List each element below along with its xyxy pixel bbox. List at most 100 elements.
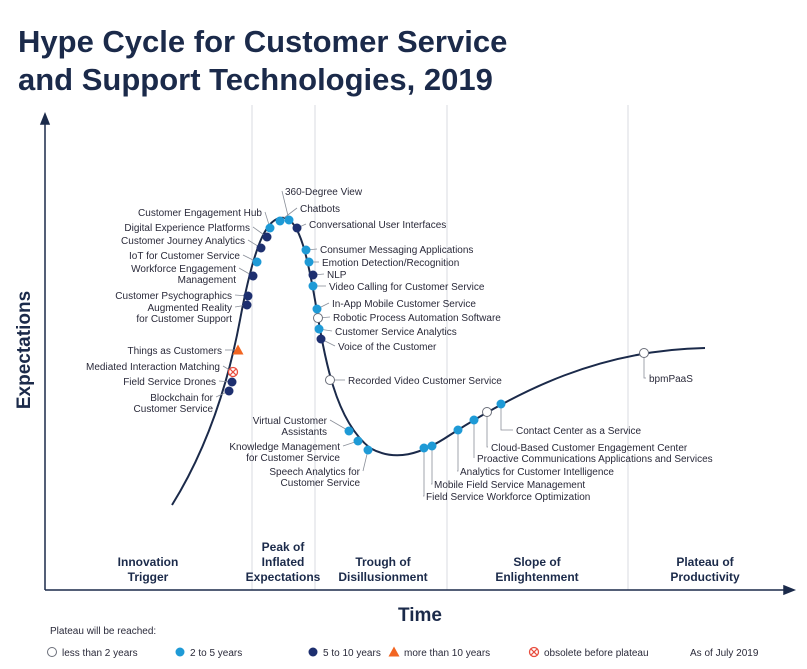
technology-label: Customer Journey Analytics [121,236,245,247]
marker-under-2 [482,407,492,417]
technology-label: Robotic Process Automation Software [333,313,501,324]
technology-label: Things as Customers [128,346,222,357]
technology-label: Field Service Drones [123,377,216,388]
technology-label: Augmented Reality [148,303,233,314]
marker-under-2 [325,375,335,385]
marker-2-to-5 [469,415,479,425]
phase-label: Innovation [118,555,179,569]
marker-2-to-5 [275,216,285,226]
phase-label: Expectations [246,570,321,584]
leader-line [423,448,425,497]
technology-label: for Customer Service [246,453,340,464]
phase-dividers [251,105,629,590]
technology-label: for Customer Support [136,314,232,325]
technology-label: Recorded Video Customer Service [348,376,502,387]
leader-line [500,404,513,431]
technology-label: Customer Service [134,404,214,415]
marker-5-to-10 [316,334,326,344]
technology-label: NLP [327,270,347,281]
marker-under-2 [639,348,649,358]
technology-label: Management [178,275,237,286]
phase-label: Inflated [262,555,305,569]
marker-5-to-10 [308,270,318,280]
marker-5-to-10 [224,386,234,396]
technology-label: Contact Center as a Service [516,426,641,437]
title-line: Hype Cycle for Customer Service [18,24,507,59]
marker-5-to-10 [292,223,302,233]
phase-label: Productivity [670,570,740,584]
marker-2-to-5 [344,426,354,436]
technology-label: Proactive Communications Applications an… [477,454,713,465]
marker-2-to-5 [427,441,437,451]
technology-label: Speech Analytics for [269,467,360,478]
marker-2-to-5 [308,281,318,291]
technology-label: Assistants [281,427,327,438]
technology-label: Mediated Interaction Matching [86,362,220,373]
marker-2-to-5 [314,324,324,334]
marker-2-to-5 [363,445,373,455]
technology-label: Cloud-Based Customer Engagement Center [491,443,688,454]
marker-2-to-5 [284,215,294,225]
phase-label: Peak of [262,540,306,554]
technology-label: Customer Service [281,478,361,489]
marker-2-to-5 [496,399,506,409]
marker-obsolete-cross [229,368,237,376]
technology-label: Field Service Workforce Optimization [426,492,590,503]
technology-label: In-App Mobile Customer Service [332,299,476,310]
marker-5-to-10 [262,232,272,242]
leader-line [431,446,433,485]
technology-label: Workforce Engagement [131,264,236,275]
x-axis-label: Time [398,605,442,626]
as-of-note: As of July 2019 [690,648,759,659]
title-line: and Support Technologies, 2019 [18,62,493,97]
technology-label: Voice of the Customer [338,342,437,353]
technology-label: Conversational User Interfaces [309,220,446,231]
technology-label: Customer Engagement Hub [138,208,262,219]
y-axis-label: Expectations [14,291,35,409]
technology-label: Analytics for Customer Intelligence [460,467,614,478]
technology-label: Customer Service Analytics [335,327,457,338]
axes [39,111,797,596]
marker-2-to-5 [453,425,463,435]
technology-label: IoT for Customer Service [129,251,240,262]
technology-label: Consumer Messaging Applications [320,245,473,256]
phase-label: Trough of [355,555,411,569]
marker-2-to-5 [304,257,314,267]
marker-5-to-10 [242,300,252,310]
marker-5-to-10 [308,647,318,657]
legend-label: more than 10 years [404,648,490,659]
technology-label: Mobile Field Service Management [434,480,585,491]
technology-label: Virtual Customer [253,416,328,427]
technology-label: 360-Degree View [285,187,363,198]
technology-label: Chatbots [300,204,340,215]
phase-label: Slope of [513,555,561,569]
legend-label: 5 to 10 years [323,648,381,659]
marker-under-2 [313,313,323,323]
marker-under-2 [47,647,57,657]
marker-over-10 [388,646,400,657]
phase-label: Plateau of [676,555,734,569]
legend-label: obsolete before plateau [544,648,649,659]
marker-2-to-5 [175,647,185,657]
marker-2-to-5 [419,443,429,453]
technology-label: Digital Experience Platforms [124,223,250,234]
technology-label: Emotion Detection/Recognition [322,258,459,269]
marker-2-to-5 [252,257,262,267]
technology-label: Customer Psychographics [115,291,232,302]
legend-heading: Plateau will be reached: [50,626,156,637]
marker-2-to-5 [265,223,275,233]
marker-5-to-10 [248,271,258,281]
marker-5-to-10 [256,243,266,253]
technology-label: Knowledge Management [229,442,340,453]
marker-2-to-5 [301,245,311,255]
marker-2-to-5 [312,304,322,314]
leader-line [457,430,459,472]
technology-label: Blockchain for [150,393,213,404]
phase-label: Disillusionment [338,570,427,584]
leader-line [486,412,488,448]
technology-label: bpmPaaS [649,374,693,385]
marker-5-to-10 [243,291,253,301]
marker-over-10 [232,344,244,355]
phase-label: Trigger [128,570,169,584]
